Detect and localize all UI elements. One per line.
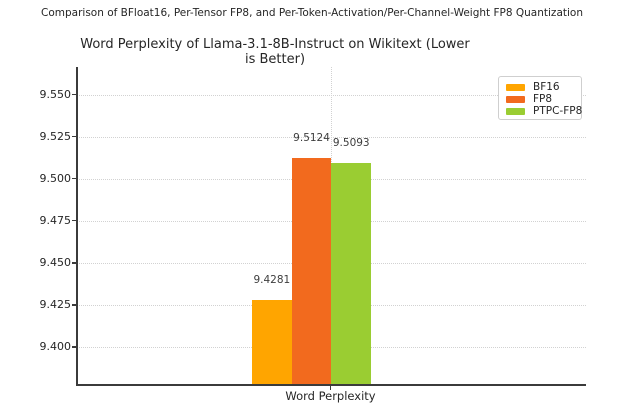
y-tick-label: 9.475: [39, 213, 72, 227]
y-tick-mark: [72, 178, 77, 180]
legend-item-bf16: BF16: [506, 81, 574, 93]
legend-swatch-icon: [506, 83, 525, 91]
legend: BF16 FP8 PTPC-FP8: [498, 76, 582, 120]
y-tick-label: 9.525: [39, 129, 72, 143]
y-tick-mark: [72, 94, 77, 96]
y-tick-label: 9.425: [39, 297, 72, 311]
y-tick-mark: [72, 346, 77, 348]
bar-value-label-fp8: 9.5124: [293, 131, 330, 144]
legend-item-ptpc-fp8: PTPC-FP8: [506, 105, 582, 117]
y-tick-label: 9.400: [39, 340, 72, 353]
bar-value-label-bf16: 9.4281: [253, 273, 291, 286]
gridline-y-9.525: [77, 136, 586, 138]
bar-value-label-ptpc-fp8: 9.5093: [332, 137, 370, 150]
y-tick-mark: [72, 220, 77, 222]
figure-suptitle: Comparison of BFloat16, Per-Tensor FP8, …: [41, 7, 583, 19]
y-tick-mark: [72, 136, 77, 138]
x-axis-spine: [76, 384, 587, 386]
x-tick-label: Word Perplexity: [285, 388, 376, 403]
y-axis-spine: [76, 67, 78, 385]
legend-swatch-icon: [506, 95, 525, 103]
chart-title: Word Perplexity of Llama-3.1-8B-Instruct…: [80, 37, 470, 67]
legend-label: BF16: [533, 81, 560, 93]
gridline-y-9.550: [77, 94, 586, 96]
y-tick-label: 9.550: [39, 87, 72, 101]
bar-ptpc-fp8: [331, 163, 372, 384]
bar-fp8: [291, 157, 332, 384]
legend-label: FP8: [533, 93, 553, 105]
y-tick-label: 9.450: [39, 255, 72, 269]
y-tick-label: 9.500: [39, 171, 72, 185]
y-tick-mark: [72, 262, 77, 264]
legend-item-fp8: FP8: [506, 93, 574, 105]
y-tick-mark: [72, 304, 77, 306]
legend-label: PTPC-FP8: [533, 105, 583, 117]
bar-bf16: [252, 299, 292, 384]
legend-swatch-icon: [506, 107, 525, 115]
x-tick-mark: [330, 385, 332, 390]
